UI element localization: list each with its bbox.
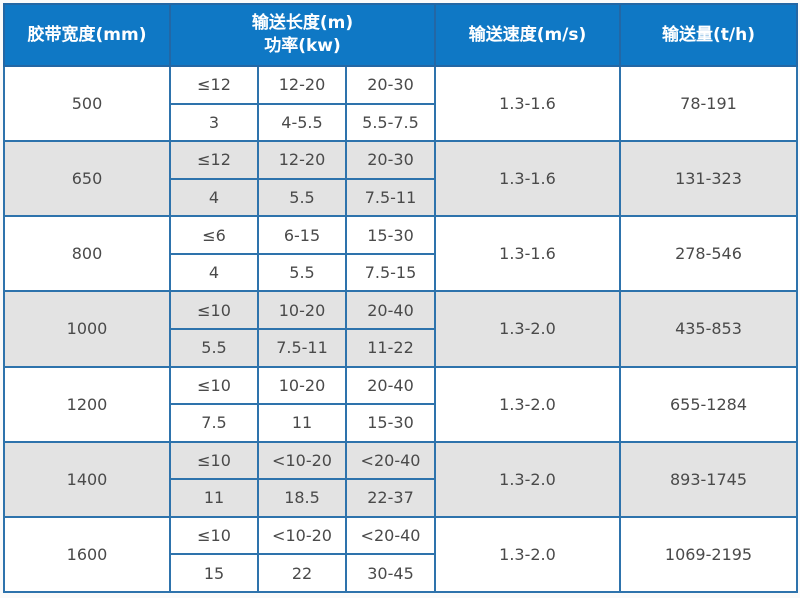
table-row-lengths: 650 ≤12 12-20 20-30 1.3-1.6 131-323 xyxy=(3,140,798,218)
table-row-lengths: 1000 ≤10 10-20 20-40 1.3-2.0 435-853 xyxy=(3,290,798,368)
speed-cell: 1.3-1.6 xyxy=(434,215,621,293)
header-power-label: 功率(kw) xyxy=(264,36,341,56)
length-cell: 20-30 xyxy=(345,65,436,105)
length-cell: 20-40 xyxy=(345,290,436,330)
table-row-lengths: 1600 ≤10 <10-20 <20-40 1.3-2.0 1069-2195 xyxy=(3,515,798,594)
table-row-lengths: 800 ≤6 6-15 15-30 1.3-1.6 278-546 xyxy=(3,215,798,293)
table-body: 500 ≤12 12-20 20-30 1.3-1.6 78-191 3 4-5.5 5.5-7… xyxy=(3,64,798,594)
capacity-cell: 78-191 xyxy=(619,64,798,143)
belt-width-cell: 800 xyxy=(3,215,171,293)
power-cell: 7.5-15 xyxy=(345,252,436,293)
length-cell: ≤10 xyxy=(169,290,259,330)
power-cell: 5.5 xyxy=(257,252,347,293)
speed-cell: 1.3-2.0 xyxy=(434,290,621,368)
header-capacity: 输送量(t/h) xyxy=(619,3,798,67)
length-cell: ≤6 xyxy=(169,215,259,255)
length-cell: 20-30 xyxy=(345,140,436,180)
table-row-powers: 4 5.5 7.5-15 xyxy=(4,252,797,293)
capacity-cell: 1069-2195 xyxy=(619,515,798,594)
length-cell: ≤10 xyxy=(169,365,259,406)
table-row-powers: 5.5 7.5-11 11-22 xyxy=(4,327,797,368)
power-cell: 15-30 xyxy=(345,403,436,443)
length-cell: 12-20 xyxy=(257,140,347,180)
table-row-powers: 4 5.5 7.5-11 xyxy=(4,177,797,218)
length-cell: ≤10 xyxy=(169,440,259,481)
table-row-lengths: 1200 ≤10 10-20 20-40 1.3-2.0 655-1284 xyxy=(3,365,798,443)
speed-cell: 1.3-2.0 xyxy=(434,365,621,443)
length-cell: 20-40 xyxy=(345,365,436,406)
length-cell: 15-30 xyxy=(345,215,436,255)
power-cell: 22-37 xyxy=(345,478,436,518)
header-row: 胶带宽度(mm) 输送长度(m) 功率(kw) 输送速度(m/s) 输送量(t/… xyxy=(3,3,798,67)
table-row-powers: 3 4-5.5 5.5-7.5 xyxy=(4,102,797,143)
power-cell: 7.5-11 xyxy=(345,177,436,218)
belt-width-cell: 1600 xyxy=(3,515,171,594)
power-cell: 11-22 xyxy=(345,327,436,368)
power-cell: 5.5-7.5 xyxy=(345,102,436,143)
power-cell: 7.5 xyxy=(169,403,259,443)
power-cell: 30-45 xyxy=(345,553,436,593)
length-cell: <20-40 xyxy=(345,515,436,556)
speed-cell: 1.3-1.6 xyxy=(434,64,621,143)
length-cell: <10-20 xyxy=(257,440,347,481)
belt-width-cell: 1400 xyxy=(3,440,171,518)
power-cell: 4-5.5 xyxy=(257,102,347,143)
speed-cell: 1.3-1.6 xyxy=(434,140,621,218)
capacity-cell: 278-546 xyxy=(619,215,798,293)
power-cell: 15 xyxy=(169,553,259,593)
speed-cell: 1.3-2.0 xyxy=(434,440,621,518)
table-row-lengths: 500 ≤12 12-20 20-30 1.3-1.6 78-191 xyxy=(3,64,798,143)
length-cell: 10-20 xyxy=(257,365,347,406)
belt-width-cell: 1000 xyxy=(3,290,171,368)
length-cell: ≤12 xyxy=(169,140,259,180)
speed-cell: 1.3-2.0 xyxy=(434,515,621,594)
power-cell: 5.5 xyxy=(169,327,259,368)
table-row-lengths: 1400 ≤10 <10-20 <20-40 1.3-2.0 893-1745 xyxy=(3,440,798,518)
length-cell: ≤10 xyxy=(169,515,259,556)
header-length-label: 输送长度(m) xyxy=(251,13,354,34)
belt-width-cell: 500 xyxy=(3,64,171,143)
capacity-cell: 893-1745 xyxy=(619,440,798,518)
power-cell: 3 xyxy=(169,102,259,143)
power-cell: 5.5 xyxy=(257,177,347,218)
conveyor-spec-table: 胶带宽度(mm) 输送长度(m) 功率(kw) 输送速度(m/s) 输送量(t/… xyxy=(3,3,798,594)
power-cell: 22 xyxy=(257,553,347,593)
header-speed: 输送速度(m/s) xyxy=(434,3,621,67)
capacity-cell: 655-1284 xyxy=(619,365,798,443)
capacity-cell: 435-853 xyxy=(619,290,798,368)
capacity-cell: 131-323 xyxy=(619,140,798,218)
length-cell: <10-20 xyxy=(257,515,347,556)
belt-width-cell: 1200 xyxy=(3,365,171,443)
length-cell: 6-15 xyxy=(257,215,347,255)
power-cell: 4 xyxy=(169,252,259,293)
length-cell: 12-20 xyxy=(257,65,347,105)
table-row-powers: 11 18.5 22-37 xyxy=(4,478,797,518)
length-cell: 10-20 xyxy=(257,290,347,330)
belt-width-cell: 650 xyxy=(3,140,171,218)
power-cell: 11 xyxy=(169,478,259,518)
table-row-powers: 7.5 11 15-30 xyxy=(4,403,797,443)
power-cell: 4 xyxy=(169,177,259,218)
power-cell: 18.5 xyxy=(257,478,347,518)
header-belt-width: 胶带宽度(mm) xyxy=(3,3,171,67)
power-cell: 11 xyxy=(257,403,347,443)
length-cell: <20-40 xyxy=(345,440,436,481)
table-row-powers: 15 22 30-45 xyxy=(4,553,797,593)
length-cell: ≤12 xyxy=(169,65,259,105)
table-header: 胶带宽度(mm) 输送长度(m) 功率(kw) 输送速度(m/s) 输送量(t/… xyxy=(3,3,798,67)
header-length-power: 输送长度(m) 功率(kw) xyxy=(169,3,436,67)
power-cell: 7.5-11 xyxy=(257,327,347,368)
